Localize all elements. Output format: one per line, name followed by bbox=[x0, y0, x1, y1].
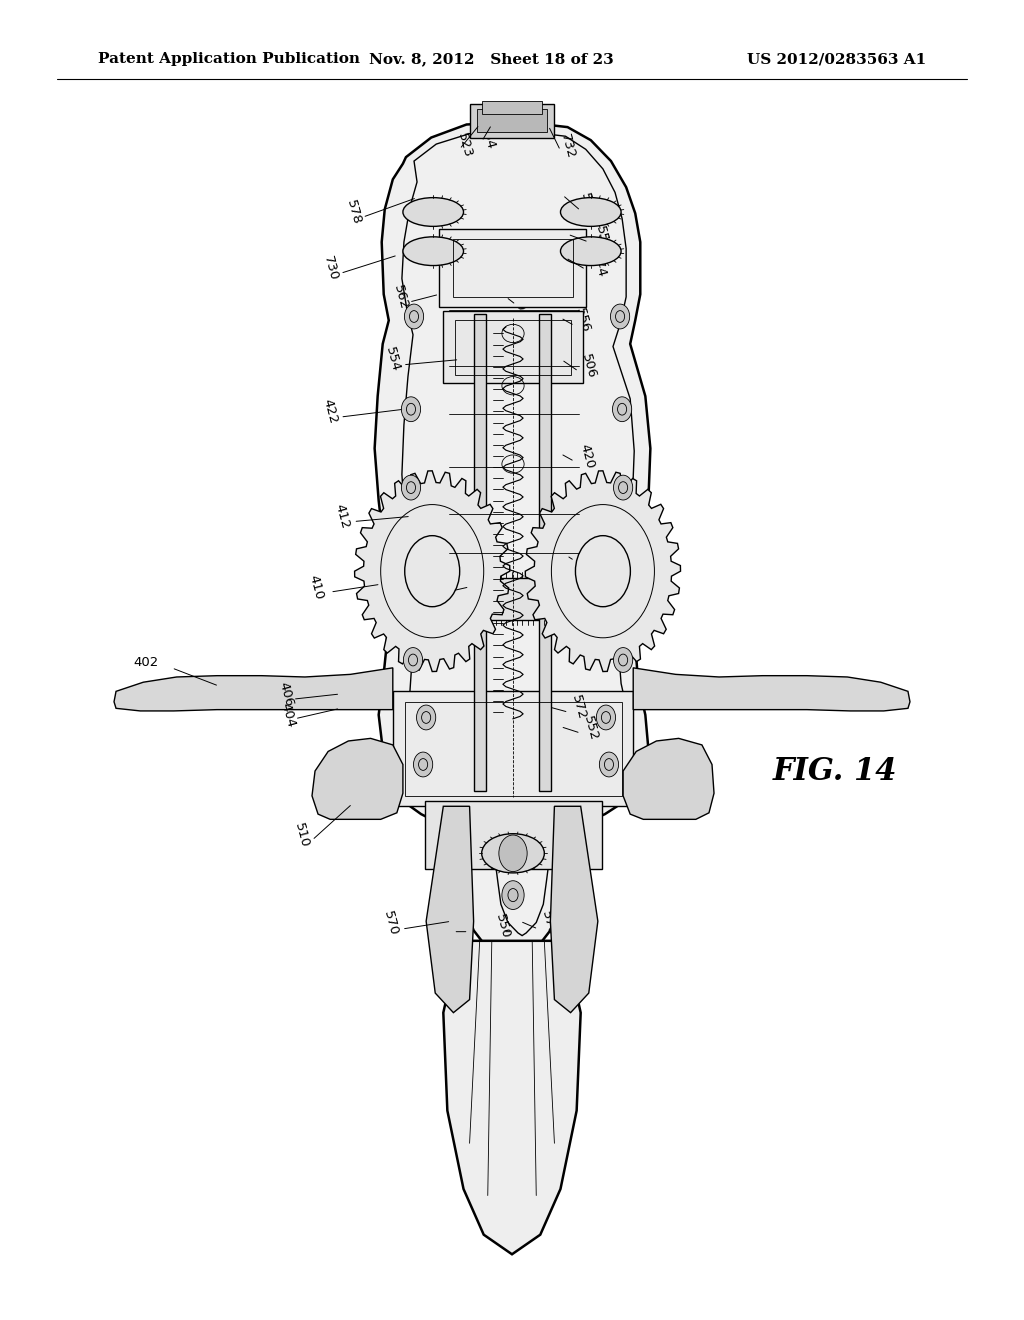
Text: 420: 420 bbox=[578, 442, 596, 470]
Ellipse shape bbox=[613, 475, 633, 500]
Text: FIG. 14: FIG. 14 bbox=[773, 755, 897, 787]
Text: 550: 550 bbox=[494, 912, 512, 940]
Text: 578: 578 bbox=[344, 198, 362, 226]
Bar bbox=[540, 314, 551, 791]
Ellipse shape bbox=[403, 648, 423, 672]
Text: 404: 404 bbox=[279, 701, 297, 729]
Text: 410: 410 bbox=[306, 573, 326, 601]
Ellipse shape bbox=[613, 648, 633, 672]
Polygon shape bbox=[375, 121, 650, 950]
Text: 523: 523 bbox=[455, 132, 474, 160]
Text: 554: 554 bbox=[383, 346, 402, 374]
Ellipse shape bbox=[481, 834, 545, 873]
Text: 406: 406 bbox=[276, 680, 295, 708]
Ellipse shape bbox=[612, 397, 632, 421]
Text: 506: 506 bbox=[580, 352, 598, 380]
Text: 510: 510 bbox=[292, 821, 311, 849]
Ellipse shape bbox=[610, 304, 630, 329]
Text: 560: 560 bbox=[509, 285, 527, 313]
Ellipse shape bbox=[417, 705, 436, 730]
Bar bbox=[470, 103, 554, 137]
Text: 734: 734 bbox=[478, 124, 498, 152]
Text: 440: 440 bbox=[434, 572, 453, 599]
Text: 576: 576 bbox=[579, 191, 597, 219]
Ellipse shape bbox=[414, 752, 433, 777]
Bar bbox=[474, 314, 485, 791]
Text: Patent Application Publication: Patent Application Publication bbox=[98, 53, 359, 66]
Ellipse shape bbox=[401, 475, 421, 500]
Text: 570: 570 bbox=[381, 909, 400, 937]
Bar bbox=[456, 321, 570, 375]
Text: 732: 732 bbox=[558, 133, 578, 161]
Text: US 2012/0283563 A1: US 2012/0283563 A1 bbox=[746, 53, 926, 66]
Text: Nov. 8, 2012   Sheet 18 of 23: Nov. 8, 2012 Sheet 18 of 23 bbox=[370, 53, 614, 66]
Polygon shape bbox=[633, 668, 910, 711]
Ellipse shape bbox=[560, 236, 622, 265]
Text: 730: 730 bbox=[321, 255, 340, 282]
Ellipse shape bbox=[402, 236, 464, 265]
Polygon shape bbox=[443, 941, 581, 1254]
Ellipse shape bbox=[401, 397, 421, 421]
Ellipse shape bbox=[596, 705, 615, 730]
Bar bbox=[439, 228, 586, 308]
Text: 550: 550 bbox=[438, 912, 457, 940]
Text: 402: 402 bbox=[134, 656, 159, 669]
Bar bbox=[425, 801, 602, 869]
Ellipse shape bbox=[560, 198, 622, 226]
Bar bbox=[476, 108, 548, 132]
Text: 572: 572 bbox=[569, 693, 588, 721]
Ellipse shape bbox=[502, 880, 524, 909]
Bar bbox=[404, 702, 623, 796]
Text: 574: 574 bbox=[589, 252, 608, 280]
Bar bbox=[481, 102, 543, 114]
Ellipse shape bbox=[404, 304, 424, 329]
Ellipse shape bbox=[499, 836, 527, 871]
Text: 562: 562 bbox=[391, 282, 411, 310]
Polygon shape bbox=[624, 738, 714, 820]
Text: 422: 422 bbox=[321, 397, 340, 426]
Text: 558: 558 bbox=[593, 224, 612, 252]
Bar bbox=[454, 239, 572, 297]
Text: 570: 570 bbox=[539, 909, 558, 937]
Text: 412: 412 bbox=[333, 503, 352, 531]
Polygon shape bbox=[525, 471, 681, 672]
Text: 552: 552 bbox=[582, 714, 600, 742]
Polygon shape bbox=[354, 471, 510, 672]
Bar bbox=[393, 692, 633, 807]
Polygon shape bbox=[114, 668, 393, 711]
Text: 556: 556 bbox=[573, 306, 592, 334]
Polygon shape bbox=[426, 807, 474, 1012]
Ellipse shape bbox=[599, 752, 618, 777]
Ellipse shape bbox=[402, 198, 464, 226]
Polygon shape bbox=[312, 738, 402, 820]
Polygon shape bbox=[550, 807, 598, 1012]
Bar bbox=[395, 578, 639, 619]
Text: 414: 414 bbox=[578, 541, 596, 569]
Bar bbox=[443, 312, 583, 383]
